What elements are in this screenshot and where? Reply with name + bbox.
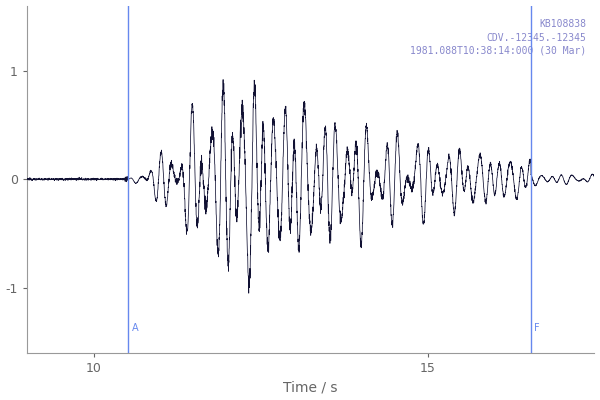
Text: A: A [132,323,139,333]
Text: F: F [535,323,540,333]
Text: KB108838
CDV.-12345.-12345
1981.088T10:38:14:000 (30 Mar): KB108838 CDV.-12345.-12345 1981.088T10:3… [410,20,586,56]
X-axis label: Time / s: Time / s [283,380,338,394]
